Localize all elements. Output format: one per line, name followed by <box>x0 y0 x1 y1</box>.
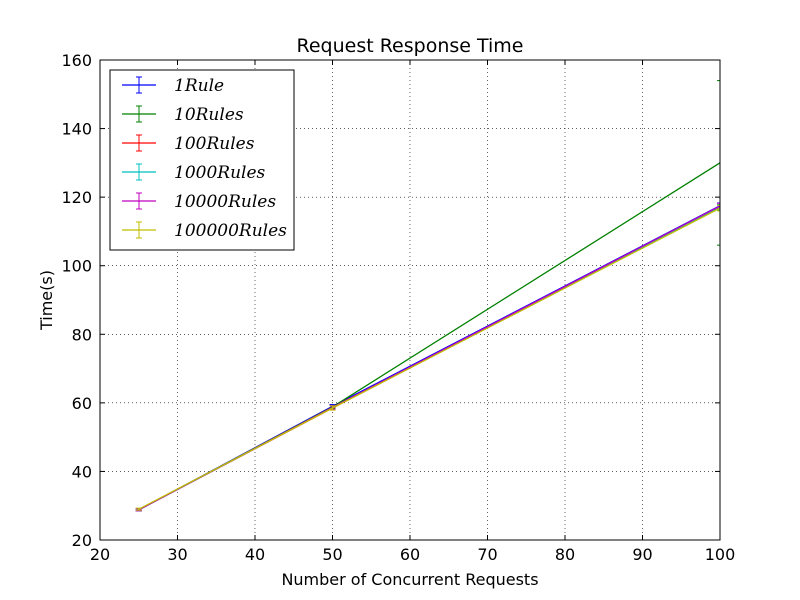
axis-ticks: 20 30 40 50 60 70 80 90 100 20 40 60 80 100 120 140 160 <box>61 51 735 564</box>
y-axis-label: Time(s) <box>37 270 56 331</box>
legend-item: 10Rules <box>122 105 244 125</box>
x-tick-label: 30 <box>167 545 187 564</box>
legend-item: 1000Rules <box>122 163 266 183</box>
legend-label: 100Rules <box>174 134 255 154</box>
x-tick-label: 80 <box>555 545 575 564</box>
series-100000Rules <box>135 204 720 511</box>
y-tick-label: 120 <box>61 188 92 207</box>
legend-item: 1Rule <box>122 76 224 96</box>
chart-title: Request Response Time <box>296 35 523 57</box>
legend-box <box>109 69 295 251</box>
x-tick-label: 40 <box>245 545 265 564</box>
x-tick-label: 100 <box>705 545 736 564</box>
legend-label: 1000Rules <box>174 163 266 183</box>
x-tick-label: 70 <box>477 545 497 564</box>
y-tick-label: 160 <box>61 51 92 70</box>
legend-label: 100000Rules <box>174 221 287 241</box>
y-tick-label: 100 <box>61 257 92 276</box>
x-tick-label: 50 <box>322 545 342 564</box>
legend-label: 10Rules <box>174 105 244 125</box>
x-tick-label: 20 <box>90 545 110 564</box>
y-tick-label: 40 <box>72 462 92 481</box>
series-clip-group <box>135 80 720 512</box>
y-tick-label: 60 <box>72 394 92 413</box>
legend-item: 10000Rules <box>122 192 276 212</box>
x-tick-label: 60 <box>400 545 420 564</box>
legend-label: 1Rule <box>174 76 224 96</box>
y-tick-label: 140 <box>61 120 92 139</box>
legend-label: 10000Rules <box>174 192 276 212</box>
series-layer <box>135 80 720 512</box>
legend-item: 100Rules <box>122 134 255 154</box>
legend: 1Rule 10Rules 100Rules 1000Rules 10000Rules 1… <box>109 69 295 251</box>
y-tick-label: 80 <box>72 325 92 344</box>
x-tick-label: 90 <box>632 545 652 564</box>
y-tick-label: 20 <box>72 531 92 550</box>
legend-item: 100000Rules <box>122 221 287 241</box>
x-axis-label: Number of Concurrent Requests <box>281 570 538 589</box>
